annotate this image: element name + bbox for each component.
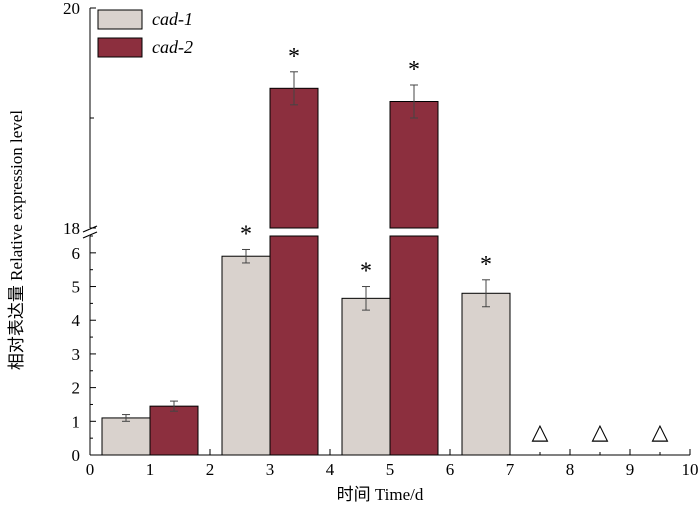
bars-group [101,71,511,456]
bar [389,101,439,229]
x-tick-label: 2 [206,460,215,479]
significance-asterisk: * [288,44,300,70]
significance-asterisk: * [360,259,372,285]
x-tick-label: 3 [266,460,275,479]
y-tick-label: 6 [72,244,81,263]
y-tick-label: 18 [63,219,80,238]
bar [269,235,319,456]
x-tick-label: 6 [446,460,455,479]
x-axis-label: 时间 Time/d [337,485,424,504]
x-tick-label: 1 [146,460,155,479]
x-tick-label: 4 [326,460,335,479]
significance-asterisk: * [240,221,252,247]
y-tick-label: 5 [72,278,81,297]
x-tick-label: 5 [386,460,395,479]
bar [221,255,271,456]
legend-swatch [97,37,143,58]
x-tick-label: 8 [566,460,575,479]
x-tick-label: 10 [682,460,699,479]
bar [101,417,151,456]
legend-label: cad-1 [152,9,193,29]
y-tick-label: 4 [72,311,81,330]
x-tick-label: 7 [506,460,515,479]
significance-asterisk: * [408,57,420,83]
legend-label: cad-2 [152,37,193,57]
not-detected-triangle: △ [532,419,549,444]
bar [461,292,511,456]
significance-asterisk: * [480,252,492,278]
legend-swatch [97,9,143,30]
x-tick-label: 9 [626,460,635,479]
bar [149,405,199,456]
not-detected-triangle: △ [652,419,669,444]
y-tick-label: 20 [63,0,80,18]
legend: cad-1 cad-2 [97,9,193,58]
axis-break-mark [82,231,98,239]
axis-break-mark [82,225,98,233]
y-tick-label: 2 [72,379,81,398]
y-tick-label: 3 [72,345,81,364]
y-tick-label: 1 [72,412,81,431]
bar [341,297,391,456]
y-tick-label: 0 [72,446,81,465]
markers-group: * * * * * △ △ △ [240,44,669,444]
bar [389,235,439,456]
y-axis-label: 相对表达量 Relative expression level [7,110,26,370]
not-detected-triangle: △ [592,419,609,444]
x-tick-label: 0 [86,460,95,479]
bar [269,87,319,229]
